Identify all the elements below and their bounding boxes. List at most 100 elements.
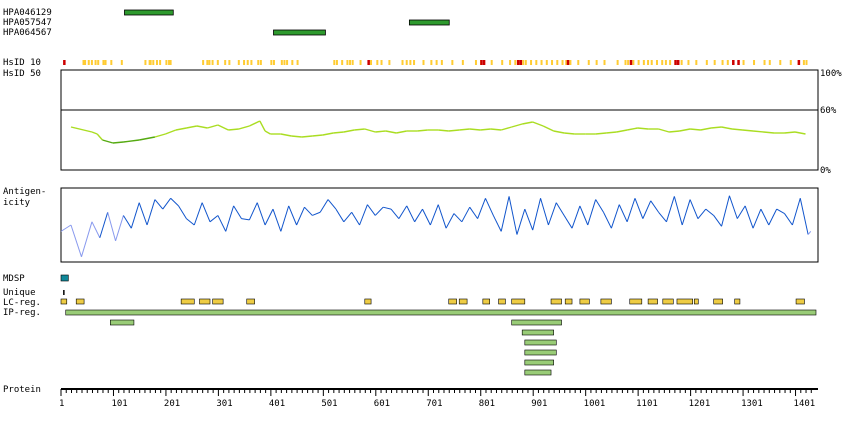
antigenicity-segment	[123, 215, 132, 229]
hsid50-segment	[175, 127, 187, 131]
hsid50-segment	[186, 125, 198, 129]
antigenicity-frame	[60, 187, 819, 263]
hsid10-mark-high	[367, 60, 370, 65]
antigenicity-segment	[91, 221, 101, 238]
antigenicity-segment	[791, 198, 801, 226]
hsid50-segment	[396, 130, 407, 134]
hsid50-segment	[469, 128, 481, 131]
hsid10-mark	[650, 60, 653, 65]
hsid10-mark	[283, 60, 286, 65]
antigenicity-segment	[768, 208, 778, 226]
hsid50-segment	[690, 128, 701, 131]
hsid50-segment	[784, 131, 796, 134]
lc-region	[458, 298, 468, 305]
hsid50-segment	[637, 127, 649, 130]
hsid50-segment	[217, 124, 229, 131]
antigenicity-segment	[248, 202, 258, 221]
hsid50-segment	[511, 123, 523, 128]
hsid10-mark	[603, 60, 606, 65]
hsid50-segment	[333, 131, 344, 134]
antigenicity-segment	[186, 218, 195, 226]
hsid10-mark	[802, 60, 805, 65]
antigenicity-segment	[241, 218, 250, 221]
hsid10-mark	[237, 60, 240, 65]
ip-region	[524, 349, 557, 356]
hsid50-segment	[710, 126, 722, 129]
hsid10-mark-high	[480, 60, 483, 65]
axis-tick-label: 1001	[584, 399, 606, 409]
hsid50-segment	[480, 128, 491, 131]
hsid50-segment	[532, 121, 544, 127]
lc-region	[564, 298, 573, 305]
hsid10-mark	[624, 60, 627, 65]
antigenicity-segment	[697, 208, 707, 219]
antigenicity-segment	[744, 205, 754, 229]
hsid10-mark	[789, 60, 792, 65]
hsid50-segment	[207, 124, 219, 129]
antigenicity-segment	[610, 204, 620, 229]
antigenicity-segment	[579, 205, 589, 226]
hsid10-mark	[250, 60, 253, 65]
antigenicity-segment	[689, 199, 699, 219]
antigenicity-segment	[705, 208, 715, 216]
axis-tick-label: 601	[374, 399, 390, 409]
hsid10-mark	[661, 60, 664, 65]
hsid50-segment	[522, 121, 533, 125]
lc-region	[511, 298, 526, 305]
hsid10-mark	[422, 60, 425, 65]
hsid10-mark	[409, 60, 412, 65]
hsid50-segment	[564, 132, 575, 135]
ip-region	[524, 369, 552, 376]
hsid10-mark-high	[732, 60, 735, 65]
hsid50-segment	[595, 132, 607, 135]
antigenicity-segment	[665, 196, 675, 222]
antigenicity-segment	[115, 215, 124, 242]
antigenicity-profile	[60, 195, 812, 257]
hsid10-mark	[401, 60, 404, 65]
hsid10-mark	[647, 60, 650, 65]
hsid50-segment	[70, 126, 93, 133]
axis-tick-label: 701	[426, 399, 442, 409]
hsid10-mark-high	[566, 60, 570, 65]
antigenicity-segment	[272, 208, 282, 232]
hsid10-mark	[243, 60, 246, 65]
antigenicity-segment	[555, 202, 565, 216]
hsid10-mark	[522, 60, 525, 65]
hsid50-segment	[312, 134, 323, 137]
hsid50-segment	[794, 131, 806, 135]
antigenicity-label-line1: Antigen-	[3, 187, 46, 197]
mdsp-label: MDSP	[3, 274, 25, 284]
mdsp-region	[60, 274, 69, 282]
axis-ticks: 1 101 201 301 401 501 601 701 801 901 1001 1101 1201…	[59, 389, 815, 409]
hsid10-mark	[540, 60, 543, 65]
hsid50-segment	[542, 125, 554, 132]
antigenicity-segment	[304, 206, 313, 216]
hsid50-profile	[70, 120, 806, 144]
hsid50-frame	[60, 69, 819, 171]
hsid50-segment	[658, 128, 670, 133]
hsid10-mark	[509, 60, 512, 65]
antigenicity-segment	[264, 208, 274, 226]
hsid50-segment	[669, 130, 680, 133]
antigenicity-segment	[626, 198, 636, 222]
ip-region	[511, 319, 562, 326]
hsid50-ylabel-60: 60%	[820, 106, 837, 116]
antigenicity-segment	[658, 211, 667, 223]
lc-region	[75, 298, 85, 305]
antigenicity-segment	[327, 199, 337, 210]
lc-region	[579, 298, 590, 305]
hsid10-mark	[149, 60, 152, 65]
antigenicity-segment	[280, 205, 290, 232]
unique-region	[63, 290, 65, 295]
hsid10-mark	[413, 60, 416, 65]
antigenicity-segment	[807, 231, 812, 235]
lc-region	[482, 298, 490, 305]
ip-region	[524, 359, 554, 366]
antigenicity-segment	[351, 212, 360, 226]
hsid10-mark	[216, 60, 219, 65]
antigenicity-segment	[445, 213, 455, 229]
antigenicity-segment	[178, 205, 187, 219]
antigenicity-segment	[485, 198, 494, 216]
lc-region	[364, 298, 372, 305]
hsid50-segment	[228, 128, 239, 131]
